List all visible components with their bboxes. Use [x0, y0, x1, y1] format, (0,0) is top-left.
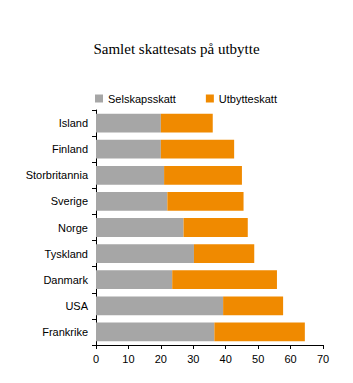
svg-text:Utbytteskatt: Utbytteskatt — [219, 93, 277, 105]
svg-text:Finland: Finland — [52, 143, 88, 155]
svg-text:Frankrike: Frankrike — [42, 326, 88, 338]
svg-text:20: 20 — [155, 353, 167, 365]
svg-text:Island: Island — [59, 117, 88, 129]
svg-text:Tyskland: Tyskland — [45, 248, 88, 260]
svg-text:Sverige: Sverige — [51, 195, 88, 207]
svg-text:0: 0 — [93, 353, 99, 365]
svg-text:30: 30 — [187, 353, 199, 365]
svg-text:USA: USA — [65, 300, 88, 312]
svg-text:40: 40 — [220, 353, 232, 365]
svg-text:Danmark: Danmark — [43, 274, 88, 286]
svg-text:10: 10 — [122, 353, 134, 365]
svg-text:Storbritannia: Storbritannia — [26, 169, 89, 181]
svg-text:60: 60 — [284, 353, 296, 365]
svg-text:Norge: Norge — [58, 222, 88, 234]
svg-text:Samlet skattesats på utbytte: Samlet skattesats på utbytte — [93, 41, 260, 57]
svg-text:70: 70 — [317, 353, 329, 365]
svg-text:50: 50 — [252, 353, 264, 365]
svg-text:Selskapsskatt: Selskapsskatt — [108, 93, 176, 105]
